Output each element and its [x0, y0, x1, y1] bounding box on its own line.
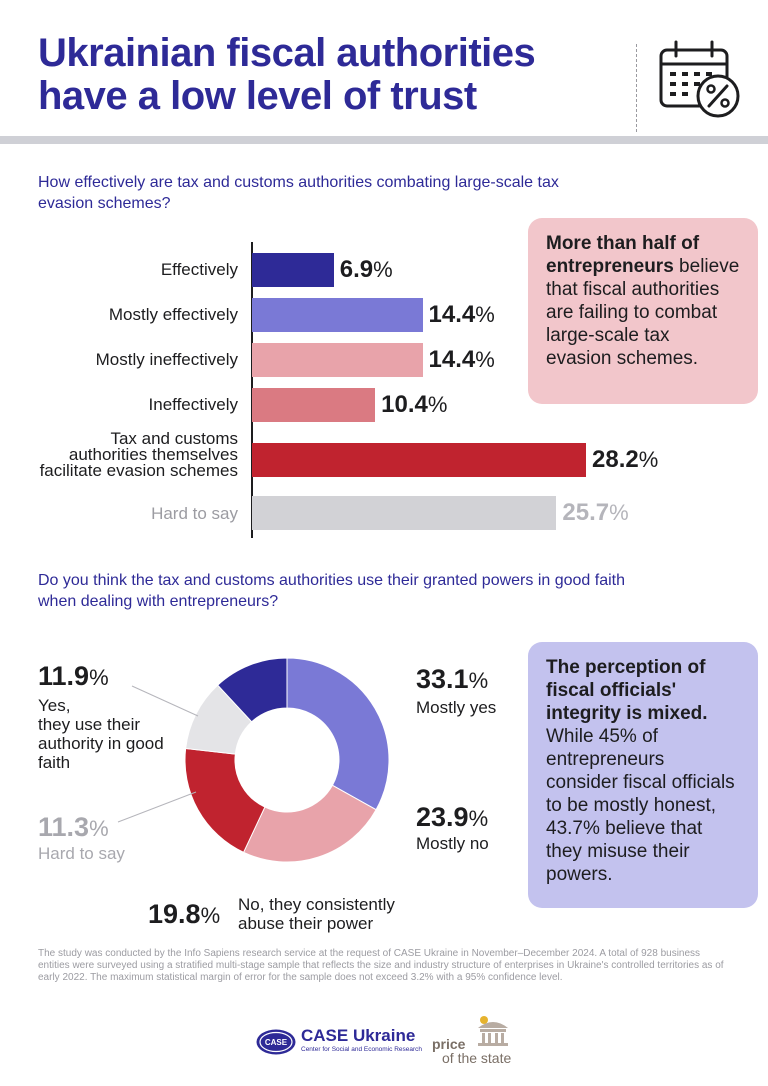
- bar-hard-to-say: [252, 496, 557, 530]
- note-box-trust: More than half of entrepreneurs believe …: [528, 218, 758, 404]
- value-percent: %: [427, 392, 448, 417]
- donut-label-yes-line1: Yes,: [38, 696, 71, 715]
- value-percent: %: [468, 806, 489, 831]
- bar-effectively: [252, 253, 334, 287]
- case-badge-text: CASE: [265, 1038, 288, 1047]
- donut-slice-mostly-yes: [286, 657, 390, 811]
- value-number: 23.9: [416, 802, 469, 832]
- page-title: Ukrainian fiscal authorities have a low …: [38, 31, 536, 118]
- donut-label-yes-line3: authority in good: [38, 734, 164, 753]
- note-text: While 45% of entrepreneurs consider fisc…: [546, 726, 735, 885]
- donut-label-yes: Yes, they use their authority in good fa…: [38, 696, 188, 772]
- bar-label-hard-to-say: Hard to say: [151, 504, 238, 523]
- donut-value-mostly-yes: 33.1%: [416, 664, 488, 696]
- bar-value-facilitate: 28.2%: [592, 443, 658, 477]
- donut-label-no-line1: No, they consistently: [238, 895, 395, 914]
- value-number: 25.7: [562, 499, 610, 526]
- donut-label-hard-to-say: Hard to say: [38, 844, 125, 863]
- value-number: 28.2: [592, 446, 639, 473]
- building-icon: [478, 1016, 508, 1046]
- header-divider: [636, 44, 637, 132]
- value-percent: %: [475, 302, 495, 327]
- value-number: 11.3: [38, 812, 90, 842]
- bar-label-facilitate-line3: facilitate evasion schemes: [39, 461, 238, 480]
- bar-chart-question: How effectively are tax and customs auth…: [38, 174, 559, 212]
- case-ukraine-subtitle: Center for Social and Economic Research: [301, 1046, 423, 1053]
- value-percent: %: [89, 816, 109, 841]
- calendar-percent-icon: [659, 40, 740, 118]
- donut-value-mostly-no: 23.9%: [416, 802, 488, 834]
- donut-slice-hard-to-say: [185, 684, 253, 755]
- pots-text-of-the-state: of the state: [442, 1050, 512, 1066]
- donut-slice-no: [184, 747, 266, 853]
- donut-label-mostly-no: Mostly no: [416, 834, 489, 853]
- donut-slice-mostly-no: [242, 784, 377, 863]
- bar-facilitate: [252, 443, 586, 477]
- bar-label-ineffectively: Ineffectively: [148, 395, 238, 414]
- leader-line-hard: [117, 791, 197, 823]
- value-percent: %: [475, 347, 495, 372]
- value-number: 14.4: [428, 346, 476, 373]
- value-number: 19.8: [148, 899, 201, 929]
- bar-mostly-effectively: [252, 298, 423, 332]
- donut-label-no: No, they consistently abuse their power: [238, 895, 395, 933]
- donut-chart-question: Do you think the tax and customs authori…: [38, 572, 626, 610]
- donut-label-yes-line2: they use their: [38, 715, 141, 734]
- value-number: 33.1: [416, 664, 469, 694]
- donut-value-no: 19.8%: [148, 899, 220, 931]
- donut-chart: [117, 657, 390, 863]
- bar-value-mostly-effectively: 14.4%: [429, 298, 495, 332]
- bar-value-hard-to-say: 25.7%: [562, 496, 628, 530]
- value-percent: %: [638, 447, 659, 472]
- bar-mostly-ineffectively: [252, 343, 423, 377]
- donut-label-mostly-yes: Mostly yes: [416, 698, 497, 717]
- bar-value-effectively: 6.9%: [340, 253, 393, 287]
- note-bold: The perception of fiscal officials' inte…: [546, 657, 708, 724]
- note-bold: More than half of entrepreneurs: [546, 233, 700, 277]
- price-of-the-state-logo: price of the state: [432, 1014, 532, 1068]
- header: Ukrainian fiscal authorities have a low …: [0, 0, 768, 144]
- bar-ineffectively: [252, 388, 376, 422]
- pots-text-price: price: [432, 1036, 466, 1052]
- value-percent: %: [468, 668, 489, 693]
- value-number: 14.4: [428, 301, 476, 328]
- case-ukraine-title: CASE Ukraine: [301, 1026, 416, 1045]
- header-rule: [0, 136, 768, 144]
- leader-line-yes: [131, 685, 199, 717]
- bar-label-facilitate-line2: authorities themselves: [68, 445, 238, 464]
- bar-label-facilitate-line1: Tax and customs: [110, 429, 238, 448]
- bar-label-mostly-effectively: Mostly effectively: [108, 305, 238, 324]
- bar-label-effectively: Effectively: [160, 260, 238, 279]
- donut-value-yes: 11.9%: [38, 661, 109, 693]
- bar-value-ineffectively: 10.4%: [381, 388, 447, 422]
- value-percent: %: [609, 500, 629, 525]
- value-number: 6.9: [339, 256, 374, 283]
- donut-label-no-line2: abuse their power: [238, 914, 374, 933]
- value-number: 11.9: [38, 661, 90, 691]
- donut-value-hard-to-say: 11.3%: [38, 812, 109, 844]
- note-box-integrity: The perception of fiscal officials' inte…: [528, 642, 758, 908]
- case-ukraine-logo: CASE CASE Ukraine Center for Social and …: [255, 1026, 422, 1062]
- bar-label-facilitate: Tax and customs authorities themselves f…: [39, 429, 238, 480]
- note-text: believe that fiscal authorities are fail…: [546, 256, 740, 369]
- value-number: 10.4: [381, 391, 428, 418]
- methodology-footnote: The study was conducted by the Info Sapi…: [38, 948, 724, 983]
- case-oval-icon: CASE: [256, 1029, 296, 1055]
- bar-value-mostly-ineffectively: 14.4%: [429, 343, 495, 377]
- value-percent: %: [373, 257, 393, 282]
- value-percent: %: [200, 903, 221, 928]
- donut-label-yes-line4: faith: [38, 753, 71, 772]
- value-percent: %: [89, 665, 109, 690]
- bar-label-mostly-ineffectively: Mostly ineffectively: [95, 350, 238, 369]
